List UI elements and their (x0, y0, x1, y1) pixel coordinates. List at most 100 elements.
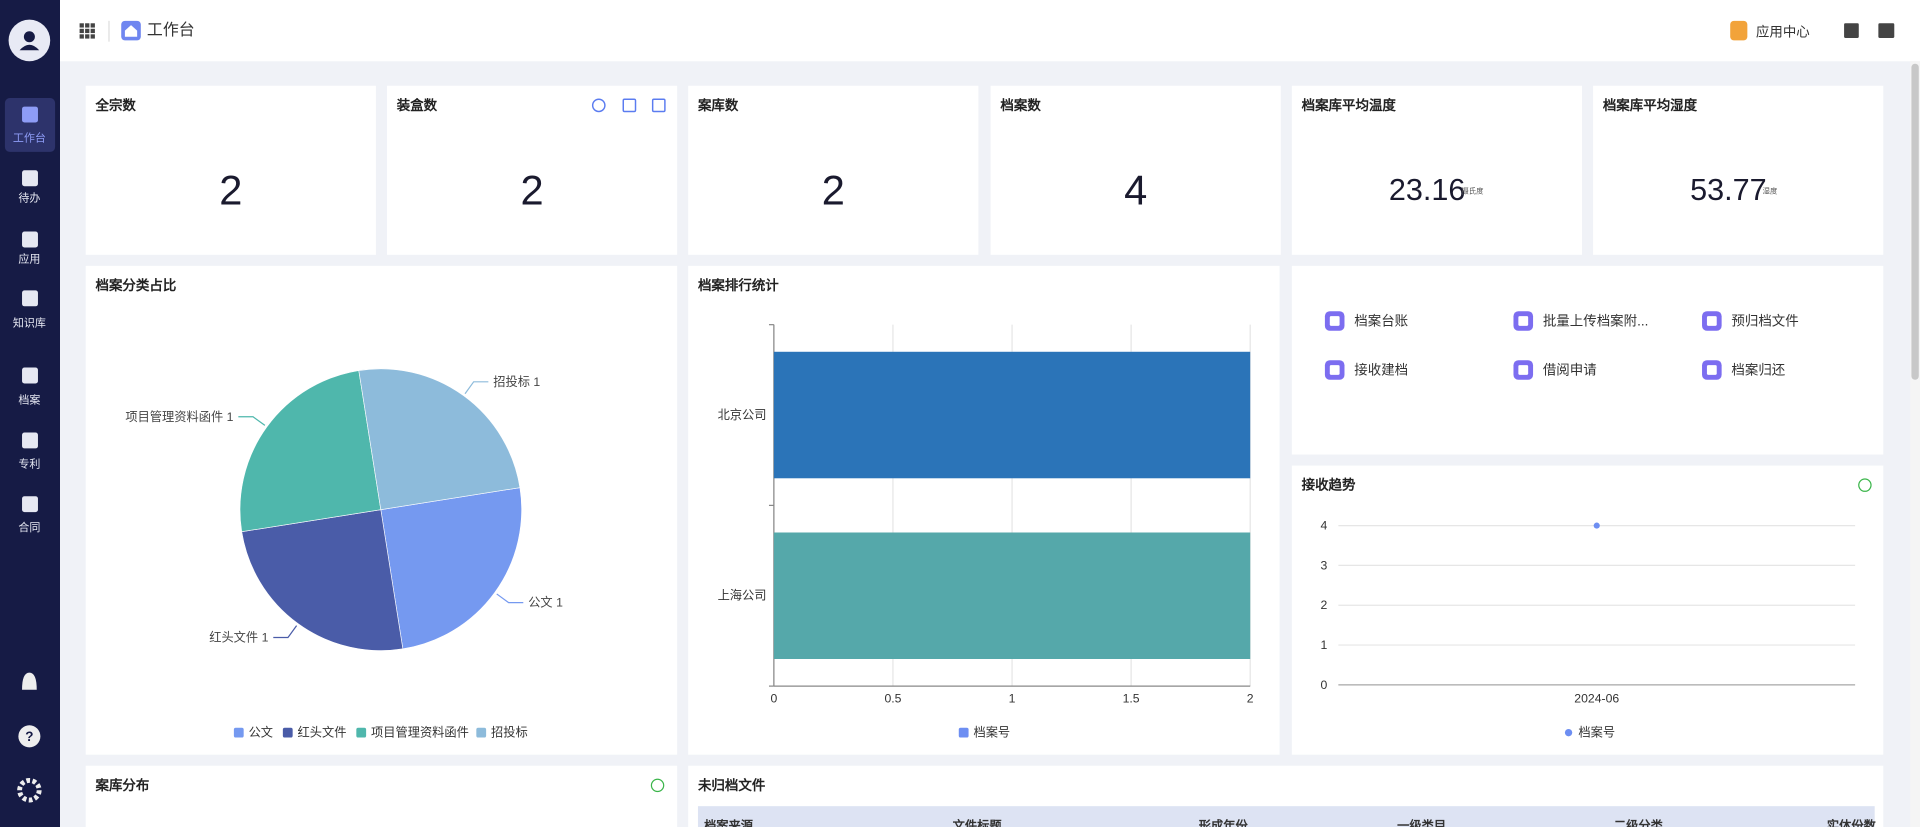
pie-label-value: 1 (533, 375, 540, 389)
chart-title: 档案排行统计 (698, 277, 779, 293)
card (1593, 85, 1884, 255)
card (85, 85, 376, 255)
nav-icon (22, 496, 38, 513)
pie-label-value: 1 (227, 410, 234, 424)
nav-label[interactable]: 档案 (18, 393, 40, 407)
info-icon[interactable] (650, 778, 665, 793)
nav-label[interactable]: 应用 (18, 252, 40, 266)
legend-swatch[interactable] (233, 727, 244, 738)
shortcut-label[interactable]: 批量上传档案附... (1543, 313, 1648, 328)
legend-marker[interactable] (1564, 728, 1573, 737)
pie-label: 招投标 1 (493, 374, 540, 389)
legend-swatch[interactable] (282, 727, 293, 738)
shortcut-glyph (1329, 365, 1340, 375)
pie-label-name: 红头文件 (209, 630, 258, 645)
legend-swatch[interactable] (958, 727, 969, 738)
x-tick-label: 2024-06 (1574, 691, 1619, 705)
shortcut-glyph (1706, 316, 1717, 326)
stat-value: 4 (1124, 166, 1147, 213)
legend-label[interactable]: 公文 (249, 725, 273, 740)
x-tick-label: 1.5 (1123, 691, 1140, 705)
stat-title: 档案库平均湿度 (1603, 97, 1698, 113)
shortcut-label[interactable]: 档案归还 (1731, 362, 1785, 378)
app-center[interactable]: 应用中心 (1756, 23, 1810, 39)
top-bar (60, 0, 1920, 62)
card (688, 85, 979, 255)
nav-icon (22, 106, 38, 123)
legend-label[interactable]: 项目管理资料函件 (371, 725, 469, 740)
x-tick-label: 0.5 (884, 691, 901, 705)
shortcut-label[interactable]: 档案台账 (1354, 313, 1408, 328)
nav-icon (22, 367, 38, 384)
nav-icon (22, 170, 38, 187)
list-icon[interactable] (622, 98, 637, 113)
chart-title: 接收趋势 (1302, 477, 1356, 493)
shortcut-label[interactable]: 接收建档 (1354, 362, 1408, 378)
bell-icon[interactable] (22, 672, 37, 690)
breadcrumb[interactable]: 工作台 (147, 21, 195, 39)
leader-line (464, 381, 489, 395)
settings-icon[interactable] (17, 777, 42, 803)
pie-slice (239, 370, 382, 533)
nav-icon (22, 231, 38, 248)
nav-label[interactable]: 工作台 (13, 130, 46, 144)
legend-swatch[interactable] (476, 727, 487, 738)
leader-line (273, 625, 298, 639)
pie-label: 红头文件 1 (209, 630, 268, 645)
shortcut-label[interactable]: 借阅申请 (1543, 363, 1597, 378)
y-tick-label: 2 (1321, 598, 1328, 612)
table-header: 实体份数 (1827, 818, 1877, 827)
fullscreen-icon[interactable] (651, 98, 666, 113)
card (85, 765, 678, 827)
card (688, 265, 1280, 755)
scrollbar-track (1910, 61, 1920, 827)
scrollbar-thumb[interactable] (1911, 63, 1919, 380)
point (1593, 522, 1600, 529)
legend-label[interactable]: 档案号 (973, 725, 1010, 740)
stat-title: 档案数 (1000, 97, 1041, 113)
refresh-icon[interactable] (591, 98, 606, 113)
pie-label: 公文 1 (528, 595, 563, 610)
y-tick-label: 4 (1321, 519, 1328, 533)
legend-label[interactable]: 红头文件 (298, 725, 347, 740)
help-icon[interactable] (18, 725, 41, 748)
legend-label[interactable]: 招投标 (491, 725, 528, 740)
shortcut-label[interactable]: 预归档文件 (1731, 312, 1798, 328)
shortcut-glyph (1518, 316, 1529, 326)
shortcut-glyph (1706, 365, 1717, 375)
help-glyph: ? (25, 729, 33, 744)
avatar-body (19, 44, 40, 51)
bar (773, 351, 1251, 479)
card-title: 未归档文件 (698, 777, 766, 793)
menu-icon[interactable] (1878, 23, 1895, 38)
pie-slice (380, 487, 522, 650)
x-tick-label: 2 (1247, 691, 1254, 705)
app-center-icon (1730, 20, 1748, 41)
stat-title: 档案库平均温度 (1302, 97, 1397, 113)
card (1291, 465, 1884, 755)
leader-line (496, 593, 524, 604)
archive-icon[interactable] (1844, 23, 1859, 38)
table-header: 形成年份 (1199, 818, 1249, 827)
apps-grid-icon[interactable] (79, 23, 95, 39)
info-icon[interactable] (1858, 478, 1872, 492)
nav-label[interactable]: 待办 (18, 190, 40, 204)
card (990, 85, 1281, 255)
card-title: 案库分布 (95, 777, 150, 793)
nav-label[interactable]: 专利 (18, 456, 40, 470)
x-tick-label: 0 (770, 691, 777, 705)
legend-swatch[interactable] (356, 727, 367, 738)
stat-unit: 湿度 (1763, 187, 1778, 196)
x-tick-label: 1 (1009, 691, 1016, 705)
nav-label[interactable]: 知识库 (13, 315, 46, 329)
chart-title: 档案分类占比 (96, 277, 177, 293)
nav-label[interactable]: 合同 (18, 520, 40, 534)
card (1291, 265, 1884, 455)
pie-label-name: 项目管理资料函件 (125, 409, 223, 424)
pie-label-name: 公文 (528, 595, 552, 610)
stat-value: 23.16 (1389, 173, 1466, 207)
legend-label[interactable]: 档案号 (1578, 725, 1615, 740)
